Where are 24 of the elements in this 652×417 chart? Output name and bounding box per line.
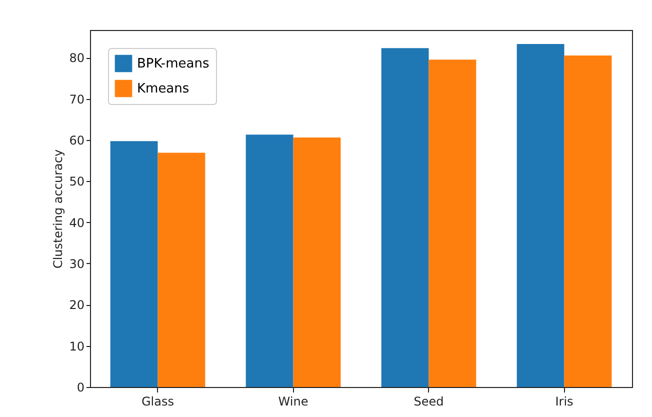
x-tick-label: Iris [555, 394, 574, 408]
bar [158, 152, 206, 387]
bar [246, 134, 294, 387]
y-tick-label: 10 [69, 339, 84, 354]
bar [110, 141, 158, 387]
y-axis-title: Clustering accuracy [51, 149, 66, 269]
bar [381, 48, 429, 387]
y-tick-label: 0 [76, 380, 84, 394]
y-tick-label: 20 [69, 298, 84, 312]
x-tick-label: Wine [278, 394, 308, 408]
legend-label: Kmeans [137, 82, 190, 96]
y-tick-label: 30 [69, 256, 84, 271]
y-tick-label: 40 [69, 216, 84, 230]
bar [564, 56, 612, 387]
y-tick-label: 70 [69, 92, 84, 106]
y-tick-label: 50 [69, 174, 84, 189]
bar [516, 44, 564, 387]
legend-label: BPK-means [137, 56, 210, 72]
x-tick-label: Seed [414, 394, 444, 408]
bar [293, 137, 341, 387]
y-tick-label: 60 [69, 133, 84, 148]
x-tick-label: Glass [142, 394, 174, 408]
bar [428, 60, 476, 387]
y-tick-label: 80 [69, 51, 84, 66]
